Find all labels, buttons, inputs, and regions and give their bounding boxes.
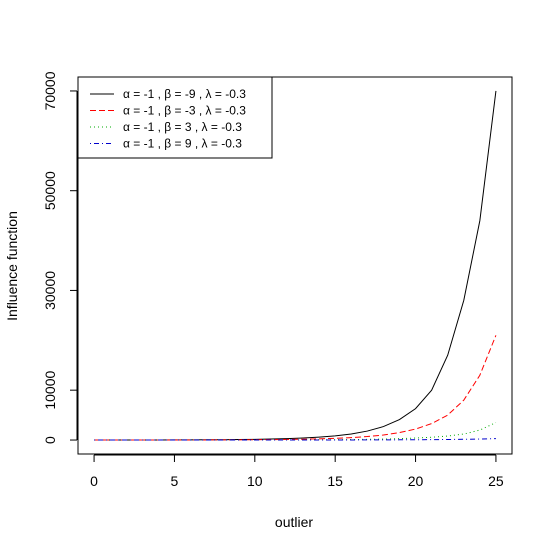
x-tick-label: 15 <box>327 473 343 489</box>
legend-box <box>77 76 273 159</box>
legend: α = -1 , β = -9 , λ = -0.3 α = -1 , β = -… <box>77 76 273 159</box>
x-tick-label: 0 <box>90 473 98 489</box>
legend-label-4: α = -1 , β = 9 , λ = -0.3 <box>123 137 242 151</box>
x-axis: 0 5 10 15 20 25 <box>90 454 504 489</box>
y-tick-label: 70000 <box>42 71 58 110</box>
y-tick-label: 10000 <box>42 370 58 409</box>
y-axis: 0 10000 30000 50000 70000 <box>42 71 78 444</box>
y-tick-label: 0 <box>42 436 58 444</box>
series-line-4 <box>94 438 496 441</box>
x-tick-label: 25 <box>488 473 504 489</box>
x-tick-label: 5 <box>171 473 179 489</box>
x-axis-title: outlier <box>275 514 313 530</box>
legend-label-1: α = -1 , β = -9 , λ = -0.3 <box>123 87 246 101</box>
y-axis-title: Influence function <box>4 211 20 321</box>
legend-label-3: α = -1 , β = 3 , λ = -0.3 <box>123 120 242 134</box>
series-layer <box>94 90 497 441</box>
x-tick-label: 20 <box>408 473 424 489</box>
plot-frame <box>77 76 513 455</box>
y-tick-label: 50000 <box>42 171 58 210</box>
y-tick-label: 30000 <box>42 271 58 310</box>
x-tick-label: 10 <box>247 473 263 489</box>
legend-label-2: α = -1 , β = -3 , λ = -0.3 <box>123 104 246 118</box>
